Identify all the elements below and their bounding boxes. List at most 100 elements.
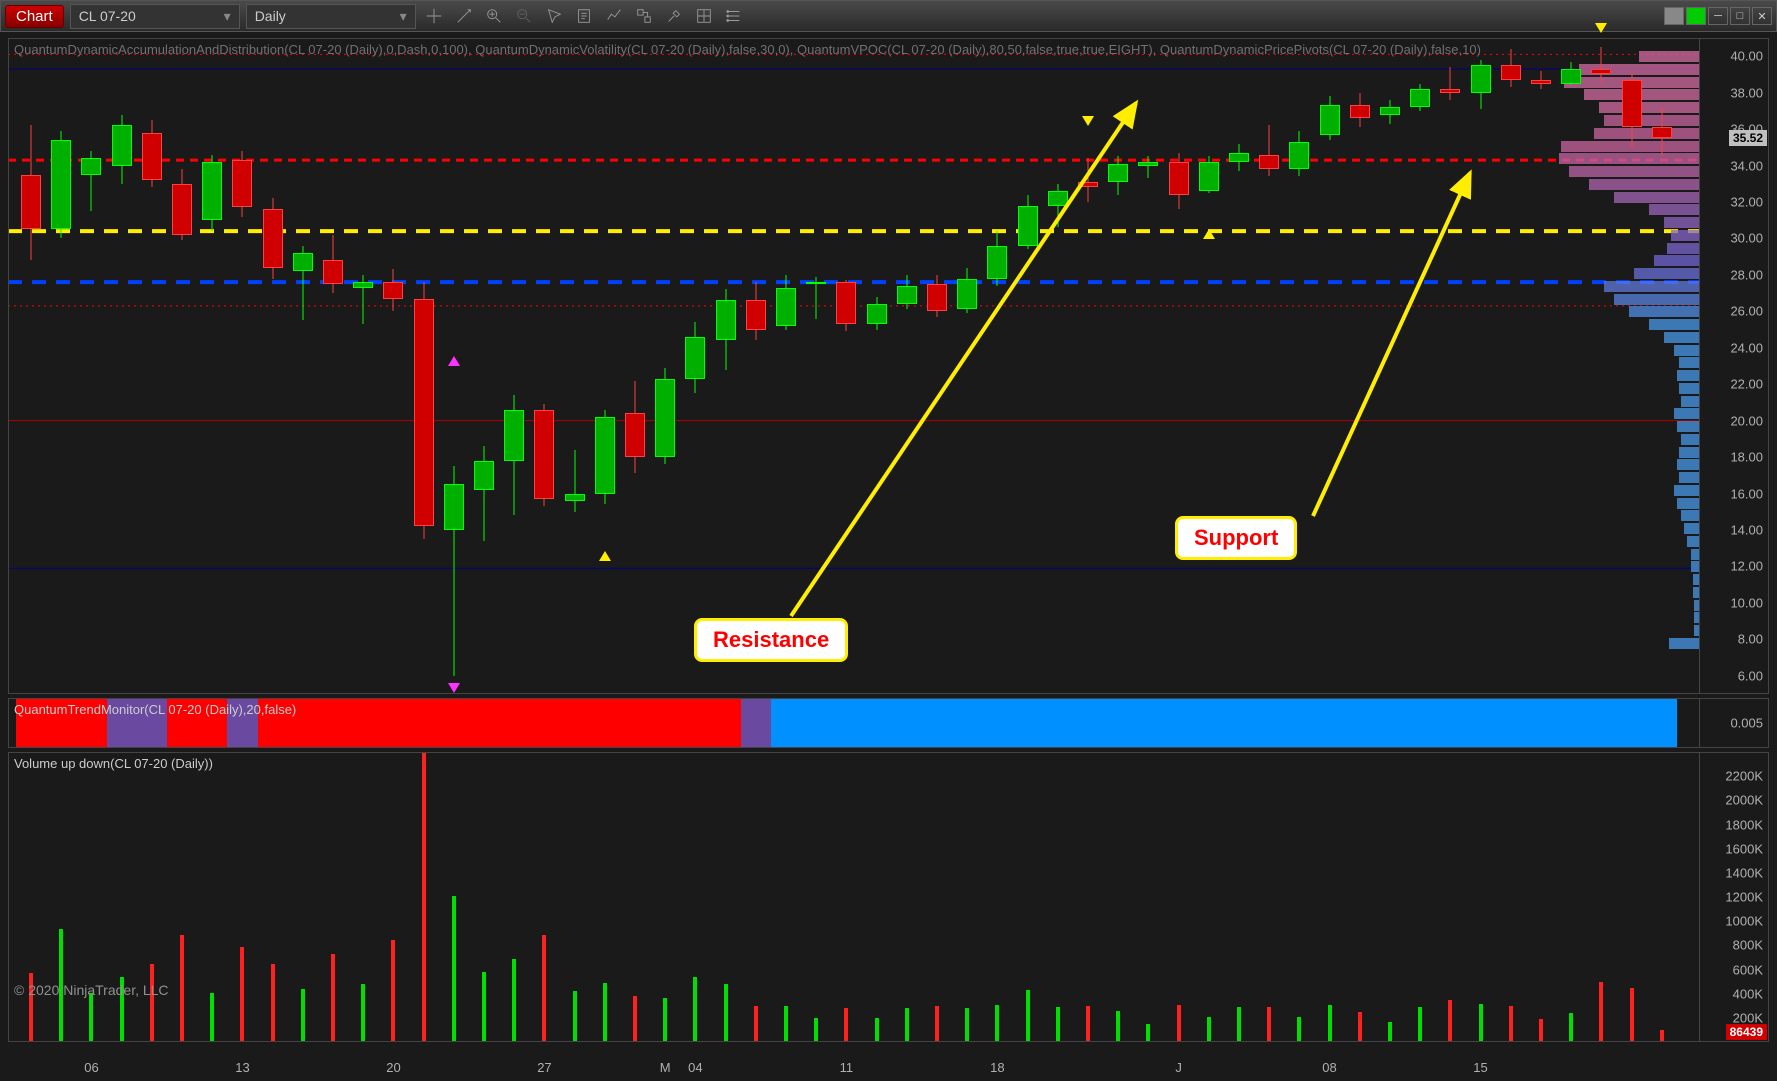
price-ytick: 20.00 bbox=[1730, 413, 1763, 428]
volume-bar bbox=[1630, 988, 1634, 1041]
volume-profile-bar bbox=[1679, 357, 1699, 368]
volume-bar bbox=[331, 954, 335, 1041]
volume-profile-bar bbox=[1614, 192, 1699, 203]
candle bbox=[1529, 71, 1553, 89]
volume-profile-bar bbox=[1649, 319, 1699, 330]
grid-icon[interactable] bbox=[692, 4, 716, 28]
volume-profile-bar bbox=[1614, 294, 1699, 305]
volume-profile-bar bbox=[1681, 396, 1699, 407]
candle bbox=[1257, 125, 1281, 176]
price-ytick: 6.00 bbox=[1738, 668, 1763, 683]
toolbar: Chart CL 07-20 Daily ─ □ ✕ bbox=[0, 0, 1777, 32]
trend-label: QuantumTrendMonitor(CL 07-20 (Daily),20,… bbox=[14, 702, 296, 719]
x-tick: 06 bbox=[84, 1060, 98, 1075]
volume-profile-bar bbox=[1559, 153, 1699, 164]
volume-bar bbox=[1569, 1013, 1573, 1041]
candle bbox=[140, 120, 164, 187]
instrument-dropdown[interactable]: CL 07-20 bbox=[70, 4, 240, 29]
timeframe-dropdown[interactable]: Daily bbox=[246, 4, 416, 29]
candle bbox=[1348, 93, 1372, 128]
pivot-marker bbox=[1595, 23, 1607, 33]
candle bbox=[1227, 144, 1251, 171]
candle bbox=[200, 155, 224, 232]
volume-profile-bar bbox=[1667, 243, 1699, 254]
volume-bar bbox=[150, 964, 154, 1041]
vol-ytick: 600K bbox=[1733, 962, 1763, 977]
volume-profile-bar bbox=[1639, 51, 1699, 62]
volume-profile-bar bbox=[1677, 459, 1699, 470]
candle bbox=[19, 125, 43, 260]
volume-bar bbox=[512, 959, 516, 1041]
volume-bar bbox=[995, 1005, 999, 1041]
candle bbox=[1318, 96, 1342, 140]
zoom-out-icon[interactable] bbox=[512, 4, 536, 28]
volume-bar bbox=[180, 935, 184, 1041]
crosshair-icon[interactable] bbox=[422, 4, 446, 28]
volume-profile-bar bbox=[1654, 255, 1699, 266]
price-ytick: 14.00 bbox=[1730, 523, 1763, 538]
x-tick: 08 bbox=[1322, 1060, 1336, 1075]
x-tick: 04 bbox=[688, 1060, 702, 1075]
price-ytick: 22.00 bbox=[1730, 377, 1763, 392]
candle bbox=[351, 275, 375, 324]
volume-profile-bar bbox=[1569, 166, 1699, 177]
price-ytick: 12.00 bbox=[1730, 559, 1763, 574]
indicators-icon[interactable] bbox=[602, 4, 626, 28]
pivot-marker bbox=[448, 356, 460, 366]
price-ytick: 26.00 bbox=[1730, 304, 1763, 319]
trend-segment bbox=[258, 698, 741, 748]
volume-profile-bar bbox=[1594, 128, 1699, 139]
volume-profile-bar bbox=[1674, 345, 1699, 356]
close-icon[interactable]: ✕ bbox=[1752, 7, 1772, 25]
minimize-icon[interactable]: ─ bbox=[1708, 7, 1728, 25]
volume-profile-bar bbox=[1679, 383, 1699, 394]
chart-title[interactable]: Chart bbox=[5, 5, 64, 28]
draw-icon[interactable] bbox=[452, 4, 476, 28]
volume-profile-bar bbox=[1681, 434, 1699, 445]
volume-bar bbox=[1599, 982, 1603, 1041]
candle bbox=[653, 368, 677, 465]
candle bbox=[1499, 49, 1523, 87]
volume-bar bbox=[1267, 1007, 1271, 1041]
volume-bar bbox=[1026, 990, 1030, 1041]
cursor-icon[interactable] bbox=[542, 4, 566, 28]
candle bbox=[1408, 84, 1432, 111]
volume-bar bbox=[784, 1006, 788, 1041]
volume-bar bbox=[693, 977, 697, 1041]
tool-icon[interactable] bbox=[662, 4, 686, 28]
volume-bar bbox=[573, 991, 577, 1041]
win-color-green[interactable] bbox=[1686, 7, 1706, 25]
volume-profile-bar bbox=[1679, 447, 1699, 458]
pivot-marker bbox=[599, 551, 611, 561]
zoom-in-icon[interactable] bbox=[482, 4, 506, 28]
volume-bar bbox=[1146, 1024, 1150, 1041]
data-icon[interactable] bbox=[572, 4, 596, 28]
volume-profile-bar bbox=[1649, 204, 1699, 215]
candle bbox=[1589, 47, 1613, 82]
trend-segment bbox=[771, 698, 1677, 748]
maximize-icon[interactable]: □ bbox=[1730, 7, 1750, 25]
volume-profile-bar bbox=[1604, 281, 1699, 292]
volume-bar bbox=[905, 1008, 909, 1041]
win-color-grey[interactable] bbox=[1664, 7, 1684, 25]
x-tick: M bbox=[660, 1060, 671, 1075]
volume-bar bbox=[482, 972, 486, 1041]
price-ytick: 38.00 bbox=[1730, 85, 1763, 100]
candle bbox=[1197, 156, 1221, 192]
volume-bar bbox=[1207, 1017, 1211, 1041]
strategy-icon[interactable] bbox=[632, 4, 656, 28]
volume-profile-bar bbox=[1664, 217, 1699, 228]
x-tick: 18 bbox=[990, 1060, 1004, 1075]
current-volume-label: 86439 bbox=[1726, 1024, 1767, 1040]
volume-bar bbox=[814, 1018, 818, 1041]
candle bbox=[1469, 60, 1493, 109]
properties-icon[interactable] bbox=[722, 4, 746, 28]
price-ytick: 30.00 bbox=[1730, 231, 1763, 246]
price-ytick: 10.00 bbox=[1730, 595, 1763, 610]
volume-profile-bar bbox=[1691, 549, 1699, 560]
vol-ytick: 1200K bbox=[1725, 890, 1763, 905]
vol-ytick: 1000K bbox=[1725, 914, 1763, 929]
volume-bar bbox=[1056, 1007, 1060, 1041]
x-tick: 15 bbox=[1473, 1060, 1487, 1075]
vol-ytick: 800K bbox=[1733, 938, 1763, 953]
